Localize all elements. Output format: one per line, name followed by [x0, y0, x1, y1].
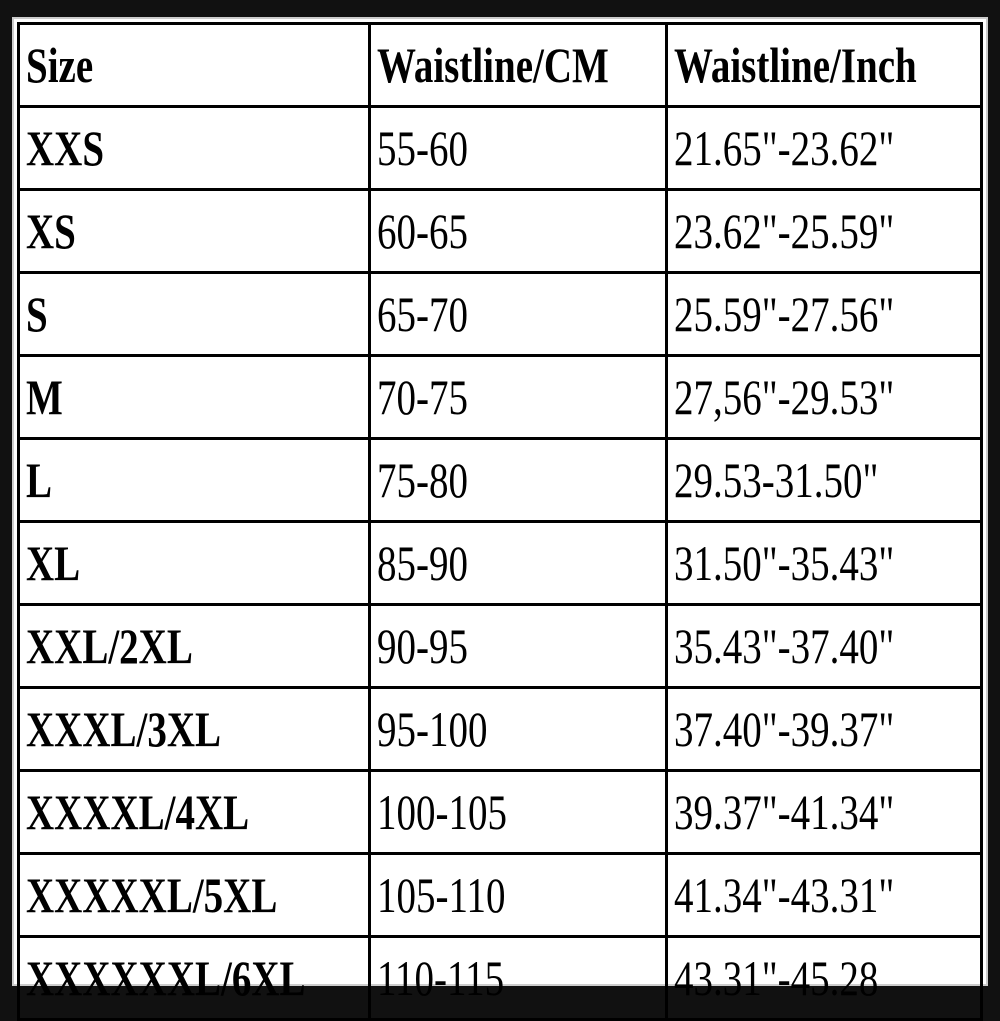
cell-waist-inch: 39.37"-41.34" [665, 769, 983, 855]
waist-inch-value: 37.40"-39.37" [674, 701, 895, 757]
waist-inch-value: 31.50"-35.43" [674, 535, 895, 591]
waist-cm-value: 105-110 [377, 867, 506, 923]
size-table: Size Waistline/CM Waistline/Inch XXS 55-6… [17, 22, 983, 1021]
cell-waist-inch: 31.50"-35.43" [665, 520, 983, 606]
cell-waist-cm: 70-75 [368, 354, 668, 440]
size-value: XXXXXXL/6XL [26, 950, 306, 1006]
size-value: S [26, 286, 48, 342]
cell-size: XXXXXL/5XL [17, 852, 371, 938]
waist-inch-value: 21.65"-23.62" [674, 120, 895, 176]
cell-size: L [17, 437, 371, 523]
cell-waist-inch: 41.34"-43.31" [665, 852, 983, 938]
size-value: XXL/2XL [26, 618, 193, 674]
waist-inch-value: 29.53-31.50" [674, 452, 879, 508]
cell-waist-inch: 35.43"-37.40" [665, 603, 983, 689]
waist-cm-value: 85-90 [377, 535, 468, 591]
waist-inch-value: 39.37"-41.34" [674, 784, 895, 840]
waist-cm-value: 100-105 [377, 784, 507, 840]
waist-cm-value: 70-75 [377, 369, 468, 425]
size-value: XL [26, 535, 81, 591]
size-value: XXS [26, 120, 105, 176]
header-cell: Waistline/Inch [665, 22, 983, 108]
waist-cm-value: 60-65 [377, 203, 468, 259]
header-waist-cm: Waistline/CM [377, 37, 609, 93]
cell-waist-inch: 21.65"-23.62" [665, 105, 983, 191]
table-row: XXXXXL/5XL 105-110 41.34"-43.31" [17, 852, 983, 938]
table-row: XXXL/3XL 95-100 37.40"-39.37" [17, 686, 983, 772]
table-row: M 70-75 27,56"-29.53" [17, 354, 983, 440]
waist-cm-value: 90-95 [377, 618, 468, 674]
size-value: XXXXXL/5XL [26, 867, 278, 923]
cell-size: M [17, 354, 371, 440]
cell-size: XXS [17, 105, 371, 191]
cell-size: XS [17, 188, 371, 274]
table-row: L 75-80 29.53-31.50" [17, 437, 983, 523]
size-value: XS [26, 203, 76, 259]
table-row: S 65-70 25.59"-27.56" [17, 271, 983, 357]
header-waist-inch: Waistline/Inch [674, 37, 917, 93]
cell-size: XL [17, 520, 371, 606]
waist-cm-value: 95-100 [377, 701, 488, 757]
cell-size: XXXXL/4XL [17, 769, 371, 855]
size-value: XXXXL/4XL [26, 784, 250, 840]
table-row: XXL/2XL 90-95 35.43"-37.40" [17, 603, 983, 689]
table-row: XXXXL/4XL 100-105 39.37"-41.34" [17, 769, 983, 855]
table-row: XS 60-65 23.62"-25.59" [17, 188, 983, 274]
cell-waist-inch: 23.62"-25.59" [665, 188, 983, 274]
table-row: XXS 55-60 21.65"-23.62" [17, 105, 983, 191]
waist-inch-value: 23.62"-25.59" [674, 203, 895, 259]
size-value: XXXL/3XL [26, 701, 222, 757]
cell-waist-cm: 110-115 [368, 935, 668, 1021]
waist-inch-value: 43.31"-45.28 [674, 950, 879, 1006]
table-row: XXXXXXL/6XL 110-115 43.31"-45.28 [17, 935, 983, 1021]
waist-inch-value: 35.43"-37.40" [674, 618, 895, 674]
cell-waist-inch: 27,56"-29.53" [665, 354, 983, 440]
cell-waist-cm: 105-110 [368, 852, 668, 938]
cell-size: XXXL/3XL [17, 686, 371, 772]
waist-cm-value: 75-80 [377, 452, 468, 508]
cell-waist-inch: 37.40"-39.37" [665, 686, 983, 772]
cell-waist-inch: 29.53-31.50" [665, 437, 983, 523]
size-value: M [26, 369, 63, 425]
cell-size: S [17, 271, 371, 357]
header-row: Size Waistline/CM Waistline/Inch [17, 22, 983, 108]
size-chart: Size Waistline/CM Waistline/Inch XXS 55-6… [12, 17, 988, 1021]
cell-waist-cm: 60-65 [368, 188, 668, 274]
cell-waist-cm: 90-95 [368, 603, 668, 689]
cell-waist-cm: 95-100 [368, 686, 668, 772]
cell-waist-cm: 85-90 [368, 520, 668, 606]
cell-waist-cm: 65-70 [368, 271, 668, 357]
cell-waist-cm: 55-60 [368, 105, 668, 191]
waist-cm-value: 110-115 [377, 950, 505, 1006]
waist-inch-value: 41.34"-43.31" [674, 867, 895, 923]
header-size: Size [26, 37, 94, 93]
cell-waist-cm: 100-105 [368, 769, 668, 855]
table-row: XL 85-90 31.50"-35.43" [17, 520, 983, 606]
header-cell: Size [17, 22, 371, 108]
waist-inch-value: 27,56"-29.53" [674, 369, 895, 425]
cell-size: XXXXXXL/6XL [17, 935, 371, 1021]
cell-size: XXL/2XL [17, 603, 371, 689]
size-value: L [26, 452, 53, 508]
waist-inch-value: 25.59"-27.56" [674, 286, 895, 342]
cell-waist-inch: 43.31"-45.28 [665, 935, 983, 1021]
cell-waist-cm: 75-80 [368, 437, 668, 523]
waist-cm-value: 65-70 [377, 286, 468, 342]
cell-waist-inch: 25.59"-27.56" [665, 271, 983, 357]
header-cell: Waistline/CM [368, 22, 668, 108]
waist-cm-value: 55-60 [377, 120, 468, 176]
